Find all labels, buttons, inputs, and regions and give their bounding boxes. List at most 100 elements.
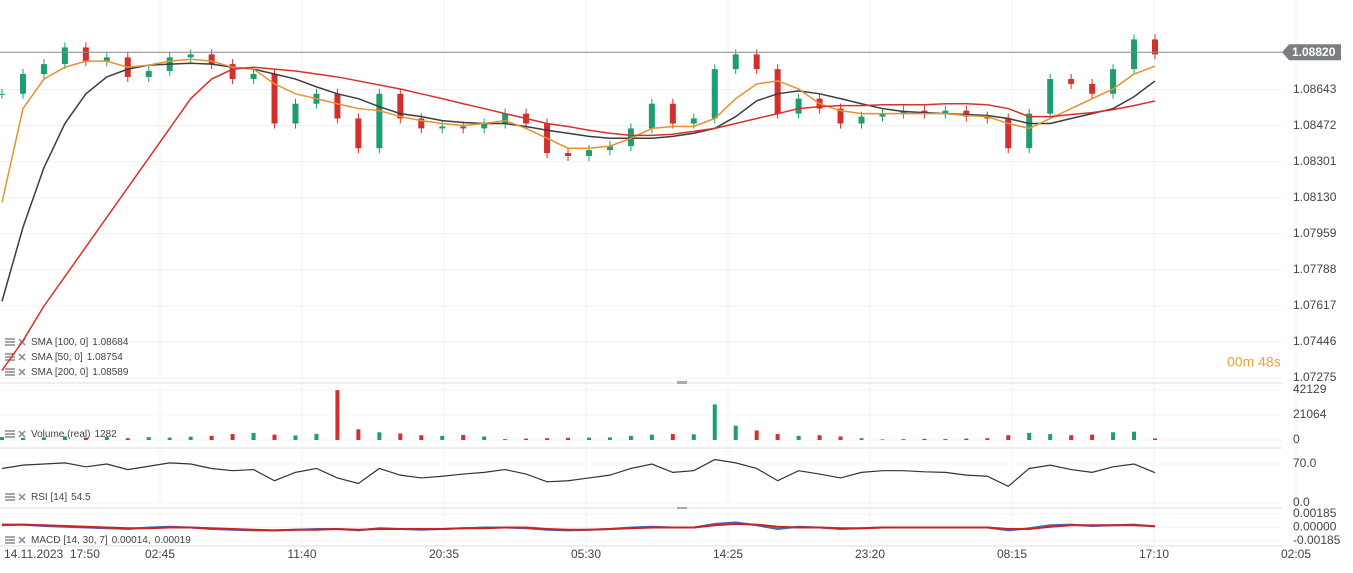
candle [1131,34,1138,75]
candle-body [208,54,215,65]
candle-body [82,47,89,62]
candle [481,118,488,134]
resize-handle[interactable] [677,381,687,384]
volume-bar [545,438,550,440]
legend-icon[interactable] [5,536,26,544]
volume-bar [293,435,298,440]
legend-name: SMA [50, 0] [31,352,83,363]
y-tick-label: 1.08643 [1293,82,1337,96]
candle [837,103,844,129]
x-tick-label: 20:35 [429,547,459,561]
current-price-label: 1.08820 [1292,45,1336,59]
legend-value: 0.00019 [155,535,192,546]
volume-bar [775,434,780,440]
sma-line [1,66,1156,371]
volume-bar [754,430,759,440]
volume-bar [167,437,172,440]
y-tick-label: 1.07788 [1293,262,1337,276]
candle-body [397,93,404,119]
legend-name: MACD [14, 30, 7] [31,535,108,546]
volume-bar [1132,431,1137,440]
y-tick-label: 1.07275 [1293,370,1337,384]
volume-bar [1069,435,1074,440]
legend-name: Volume (real) [31,429,90,440]
x-tick-label: 23:20 [855,547,885,561]
candle [774,64,781,119]
candle [397,88,404,124]
volume-bar [964,438,969,440]
candle-body [103,57,110,62]
legend-value: 1282 [94,429,117,440]
candle-body [355,118,362,149]
candle [376,88,383,154]
candle [229,59,236,85]
y-tick-label: 1.07617 [1293,298,1337,312]
candle [103,52,110,67]
candle-body [0,93,5,95]
y-tick-label: 1.07959 [1293,226,1337,240]
candle [61,42,68,70]
volume-bar [566,437,571,440]
sma-line [1,58,1156,203]
legend-remove-icon [18,493,26,501]
volume-bar [356,429,361,440]
y-tick-label: 21064 [1293,407,1327,421]
volume-bar [1153,438,1157,440]
candle [187,49,194,63]
candle [795,93,802,119]
y-tick-label: 1.07446 [1293,334,1337,348]
volume-bar [62,436,67,440]
candle [984,111,991,124]
candle-body [418,118,425,129]
candle [460,121,467,134]
volume-bar [146,437,151,440]
volume-bar [922,438,927,440]
legend-icon[interactable] [5,430,26,438]
candle-body [606,146,613,151]
legend-icon[interactable] [5,368,26,376]
volume-bar [1090,434,1095,440]
candle [334,88,341,124]
volume-bar [712,404,717,440]
candle [963,105,970,122]
candle [19,68,26,99]
legend-icon[interactable] [5,353,26,361]
candle [40,59,47,79]
legend-icon[interactable] [5,493,26,501]
current-price-tag [1282,44,1341,61]
legend-value: 0.00014, [112,535,151,546]
volume-bar [314,433,319,440]
candle-body [40,64,47,74]
legend-entry: SMA [200, 0] 1.08589 [31,367,129,378]
volume-bar [398,433,403,440]
volume-bar [649,434,654,440]
volume-bar [943,438,948,440]
legend-entry: RSI [14] 54.5 [31,492,91,503]
candle-body [61,47,68,65]
volume-bar [503,439,508,440]
volume-bar [880,439,885,440]
legend-name: SMA [100, 0] [31,337,88,348]
y-tick-label: 0.00185 [1293,506,1337,520]
candle-body [1005,118,1012,149]
x-tick-label: 17:10 [1139,547,1169,561]
candle-body [229,64,236,80]
candle [1110,64,1117,99]
candle-body [1026,113,1033,149]
candle [942,105,949,119]
y-tick-label: 1.08472 [1293,118,1337,132]
resize-handle[interactable] [677,507,687,509]
legend-name: RSI [14] [31,492,67,503]
candle-body [334,93,341,119]
candle [250,68,257,85]
volume-bar [209,435,214,440]
candle [627,123,634,152]
x-tick-label: 14:25 [713,547,743,561]
candle-body [753,54,760,70]
candle-body [837,108,844,124]
volume-bar [670,434,675,440]
candle [145,66,152,82]
volume-bar [482,436,487,440]
volume-bar [586,437,591,440]
indicator-line [2,522,1156,532]
